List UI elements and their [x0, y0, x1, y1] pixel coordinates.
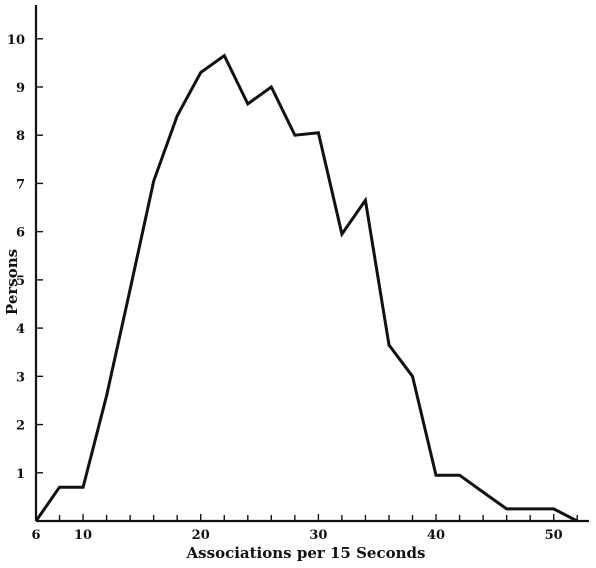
y-tick-label: 3 [16, 370, 25, 385]
y-tick-label: 8 [16, 129, 25, 144]
x-tick-label: 6 [31, 528, 40, 543]
x-axis: 6 10 20 30 40 50 [31, 514, 589, 543]
y-tick-label: 6 [16, 226, 25, 241]
y-tick-label: 2 [16, 419, 25, 434]
x-tick-label: 40 [427, 528, 445, 543]
x-tick-label: 30 [309, 528, 327, 543]
y-tick-label: 9 [16, 81, 25, 96]
y-axis-title: Persons [3, 249, 21, 315]
y-tick-label: 10 [7, 33, 25, 48]
x-axis-title: Associations per 15 Seconds [186, 544, 426, 562]
series-line [34, 53, 578, 523]
x-tick-label: 10 [74, 528, 92, 543]
y-tick-label: 7 [16, 177, 25, 192]
x-tick-label: 20 [192, 528, 210, 543]
y-tick-label: 1 [16, 467, 25, 482]
x-tick-label: 50 [545, 528, 563, 543]
y-tick-label: 4 [16, 322, 25, 337]
y-axis: 1 2 3 4 5 6 7 8 9 10 [7, 5, 43, 521]
series-group [34, 53, 578, 523]
y-tick-label: 5 [16, 274, 25, 289]
